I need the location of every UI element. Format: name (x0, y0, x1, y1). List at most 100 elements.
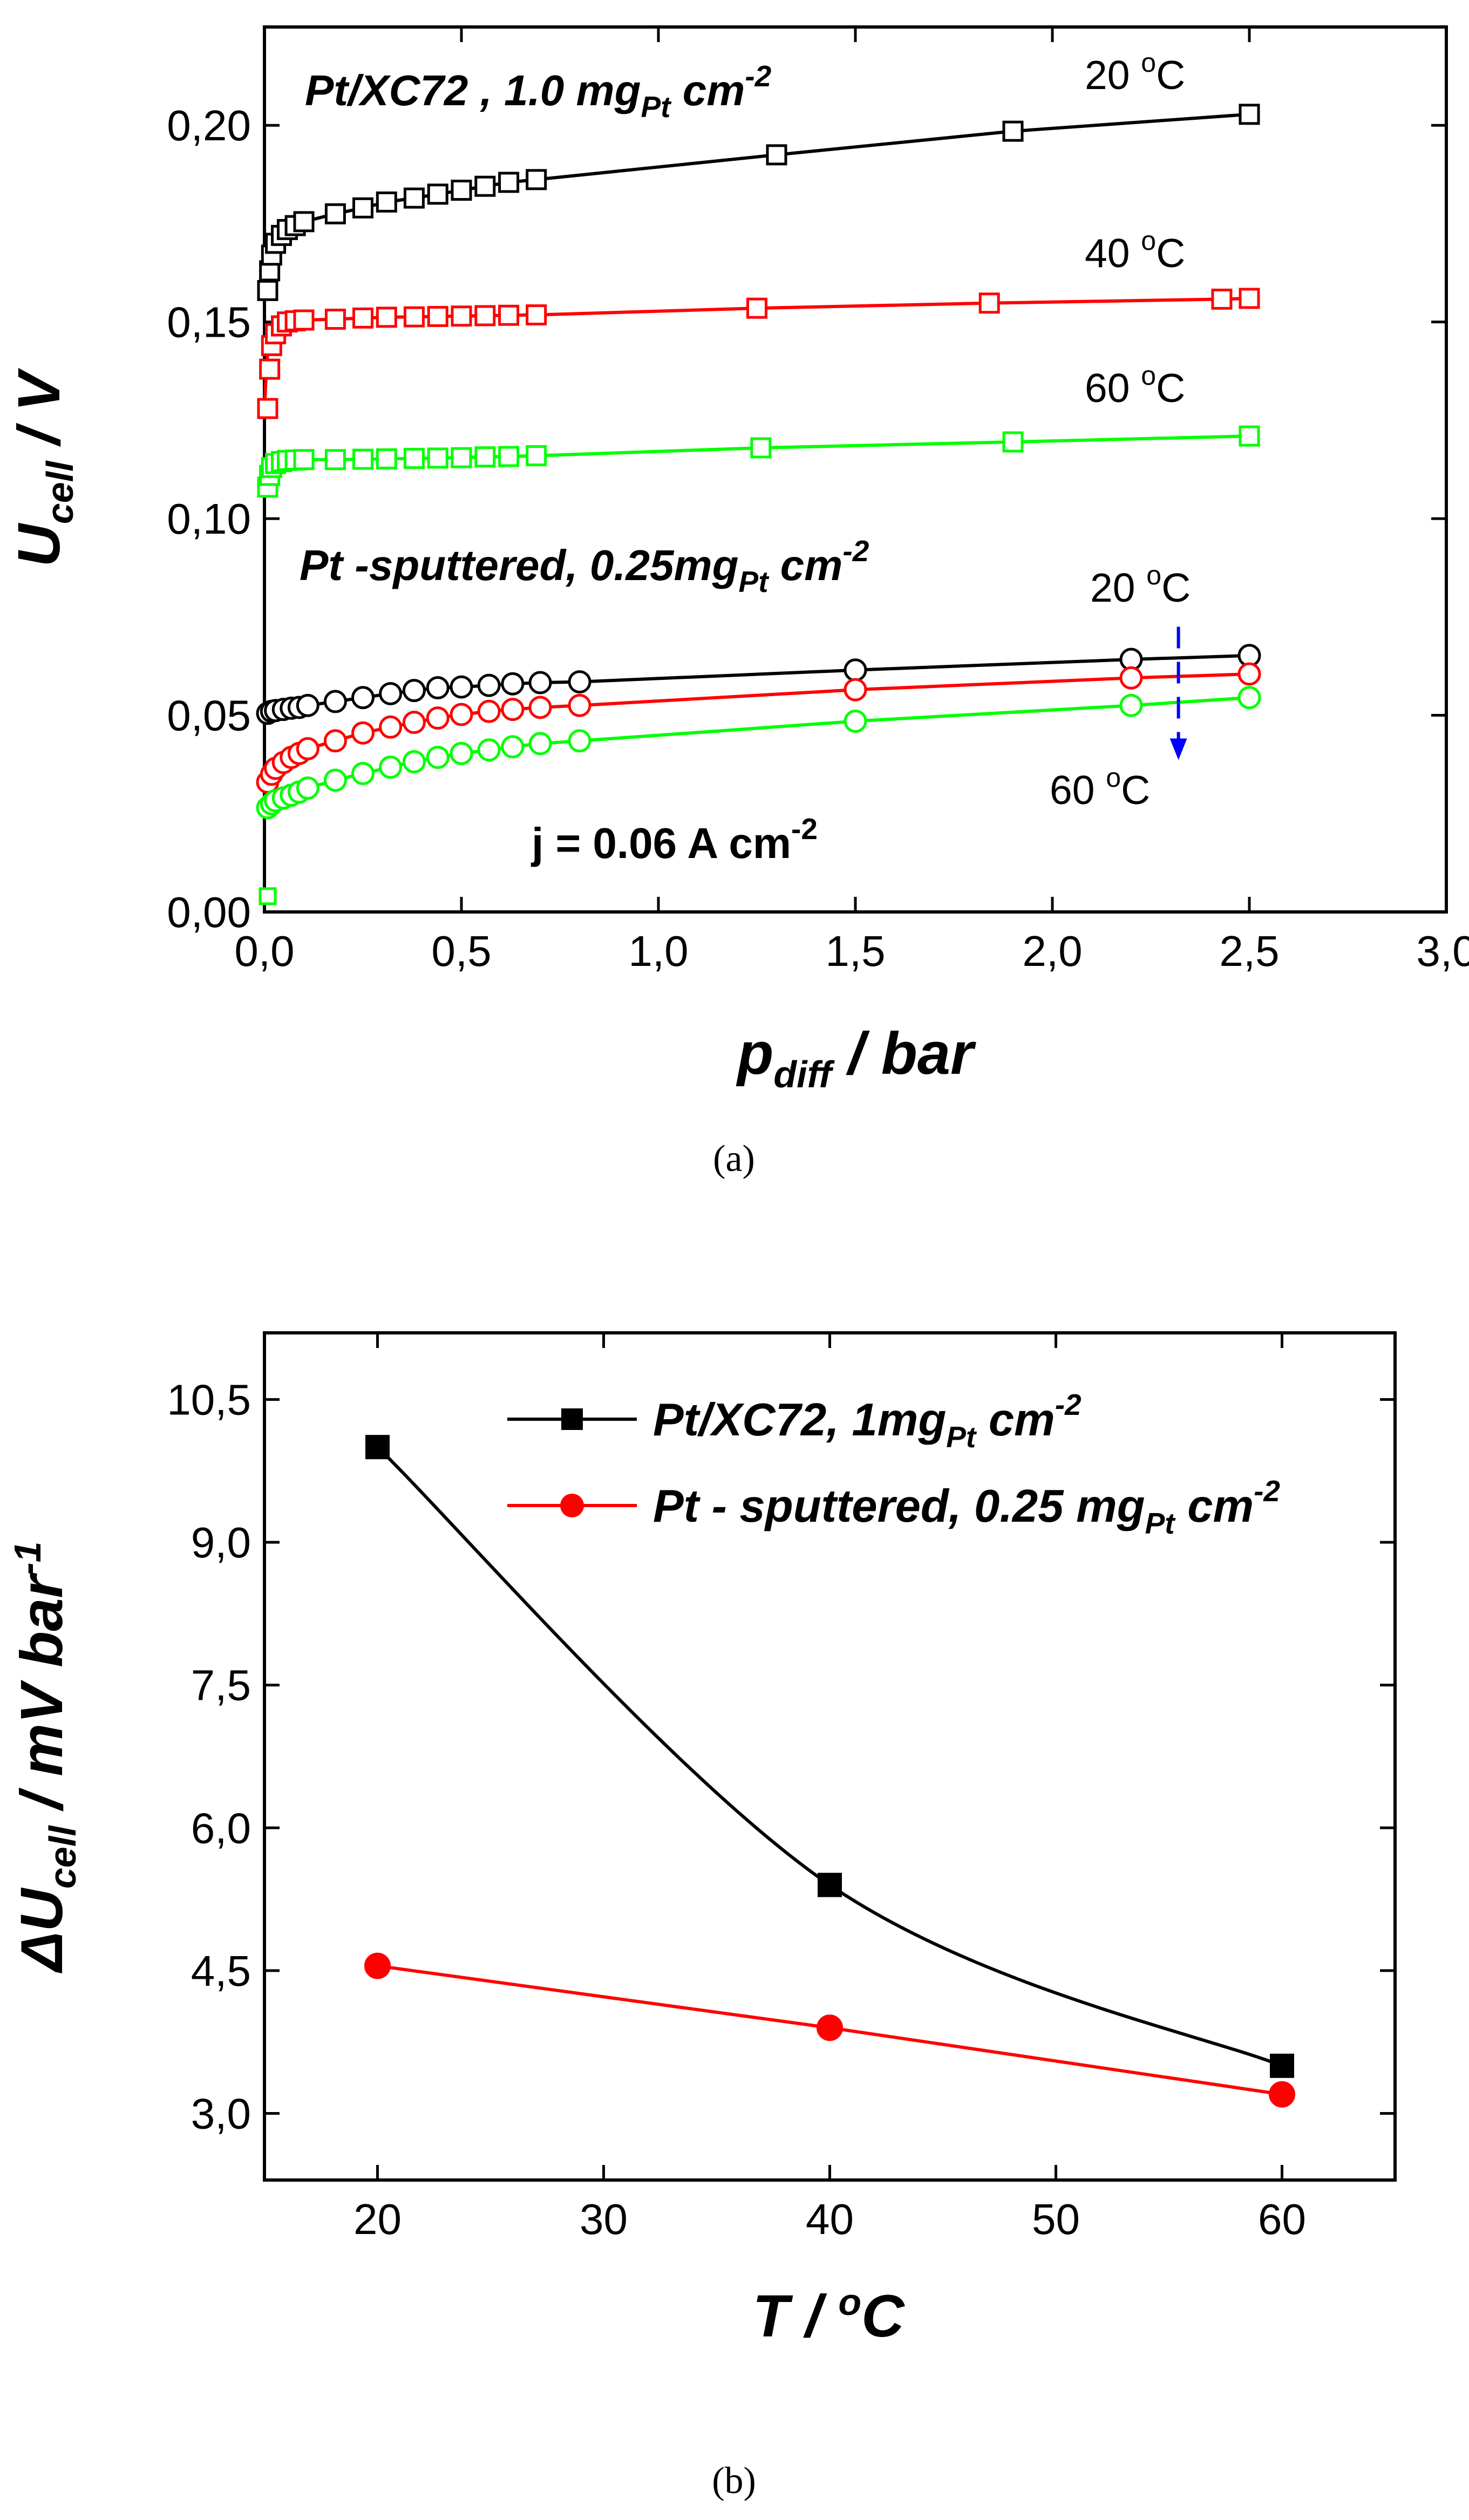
data-point-a-5 (844, 709, 867, 733)
chart-a-frame (263, 25, 1448, 914)
chart-b-y-tick-label: 10,5 (167, 1375, 251, 1424)
chart-a-annotation-pt-sputtered: Pt -sputtered, 0.25mgPt cm-2 (300, 534, 869, 598)
data-point-a-2 (427, 447, 448, 469)
data-point-b-0 (1270, 2053, 1294, 2078)
chart-b-y-tick-label: 4,5 (191, 1947, 251, 1995)
data-point-b-1 (364, 1952, 391, 1979)
data-point-a-4 (426, 706, 450, 730)
data-point-a-0 (427, 183, 448, 205)
data-point-a-4 (1237, 662, 1261, 686)
data-point-a-3 (426, 676, 450, 700)
temp-label-60c-top: 60 oC (1085, 360, 1185, 411)
chart-a-x-tick-label: 0,0 (234, 927, 294, 975)
data-point-a-1 (352, 307, 373, 329)
data-point-a-5 (477, 738, 501, 762)
data-point-a-4 (528, 696, 552, 719)
data-point-a-2 (1239, 425, 1260, 447)
data-point-a-0 (766, 144, 787, 166)
chart-a-x-tick-label: 1,0 (628, 927, 688, 975)
data-point-a-4 (568, 693, 591, 717)
temperature-arrow-head (1169, 738, 1187, 760)
data-point-a-3 (477, 673, 501, 697)
data-point-a-1 (1211, 288, 1233, 310)
temp-label-60c-bottom: 60 oC (1050, 762, 1150, 813)
chart-a-y-tick-label: 0,05 (167, 692, 251, 740)
chart-a-x-tick-label: 0,5 (431, 927, 491, 975)
data-point-a-3 (323, 690, 347, 713)
data-point-a-5 (568, 729, 591, 753)
data-point-a-2 (293, 449, 315, 471)
data-point-a-2 (750, 437, 772, 459)
data-point-a-5 (528, 732, 552, 755)
data-point-b-1 (817, 2014, 843, 2041)
legend-marker-pt-xc72 (561, 1408, 583, 1430)
chart-b-caption: (b) (712, 2460, 756, 2502)
chart-a-y-axis-title: Ucell / V (6, 367, 81, 567)
data-point-a-1-steep (257, 398, 278, 419)
chart-b-x-tick-label: 30 (580, 2195, 628, 2243)
data-point-a-5 (296, 776, 319, 800)
data-point-a-1 (293, 309, 315, 331)
data-point-a-3 (379, 682, 403, 705)
data-point-a-5 (351, 761, 375, 785)
data-point-a-1 (451, 305, 472, 327)
data-point-a-1 (746, 297, 767, 319)
data-point-a-1 (376, 307, 397, 328)
data-point-a-0 (498, 172, 520, 193)
data-point-a-3 (351, 686, 375, 710)
data-point-a-3 (450, 675, 473, 699)
chart-b-x-axis-title: T / oC (752, 2281, 905, 2349)
data-point-a-2 (324, 449, 346, 471)
data-point-a-4 (1119, 666, 1143, 690)
data-point-a-2 (526, 445, 547, 466)
data-point-a-1 (324, 309, 346, 330)
data-point-a-3 (296, 693, 319, 717)
chart-b-y-tick-label: 6,0 (191, 1804, 251, 1852)
data-point-a-2 (403, 448, 425, 469)
data-point-a-extra (259, 887, 277, 905)
data-point-a-1 (427, 305, 448, 327)
chart-b-frame (263, 1331, 1397, 2182)
temp-label-40c: 40 oC (1085, 226, 1185, 276)
data-point-a-1-steep (259, 358, 281, 380)
data-point-a-4 (323, 729, 347, 753)
chart-b-plot-area (364, 1435, 1295, 2108)
data-point-a-4 (477, 699, 501, 723)
data-point-a-2 (1002, 431, 1024, 453)
data-point-a-1 (978, 292, 1000, 314)
data-point-a-0 (526, 169, 547, 190)
data-point-a-1 (474, 305, 496, 326)
data-point-a-1 (1239, 288, 1260, 309)
data-point-a-2 (474, 446, 496, 468)
chart-a-y-tick-label: 0,15 (167, 298, 251, 346)
data-point-a-0 (324, 203, 346, 224)
data-point-a-5 (379, 755, 403, 779)
chart-b-ticks: 20 30 40 50 60 3,0 4,5 6,0 7,5 9,0 10,5 (167, 1333, 1395, 2243)
chart-a-caption: (a) (713, 1138, 755, 1180)
data-point-a-1 (526, 304, 547, 326)
chart-b-x-tick-label: 40 (806, 2195, 854, 2243)
data-point-a-0 (403, 187, 425, 209)
chart-b-x-tick-label: 20 (353, 2195, 402, 2243)
data-point-a-0 (451, 179, 472, 201)
temp-label-20c-top: 20 oC (1085, 47, 1185, 98)
chart-a-annotation-pt-xc72: Pt/XC72 , 1.0 mgPt cm-2 (305, 59, 772, 124)
temp-label-20c-bottom: 20 oC (1090, 560, 1191, 610)
data-point-a-2 (352, 448, 373, 470)
chart-b: 20 30 40 50 60 3,0 4,5 6,0 7,5 9,0 10,5 Pt/XC72, 1… (6, 1331, 1397, 2502)
chart-a-y-tick-label: 0,00 (167, 888, 251, 936)
chart-a-x-axis-title: pdiff / bar (736, 1020, 976, 1095)
chart-a-y-tick-label: 0,10 (167, 495, 251, 543)
data-point-a-2 (498, 446, 520, 467)
chart-b-x-tick-label: 50 (1032, 2195, 1080, 2243)
chart-b-y-axis-title: ΔUcell / mV bar-1 (6, 1542, 84, 1974)
data-point-a-5 (402, 750, 426, 774)
chart-a-plot-area (256, 104, 1261, 905)
data-point-a-4 (501, 698, 525, 721)
data-point-a-1 (498, 304, 520, 326)
data-point-a-5 (426, 746, 450, 769)
data-point-a-3 (844, 658, 867, 682)
chart-a-x-tick-label: 2,5 (1219, 927, 1279, 975)
data-point-a-2 (376, 448, 397, 469)
